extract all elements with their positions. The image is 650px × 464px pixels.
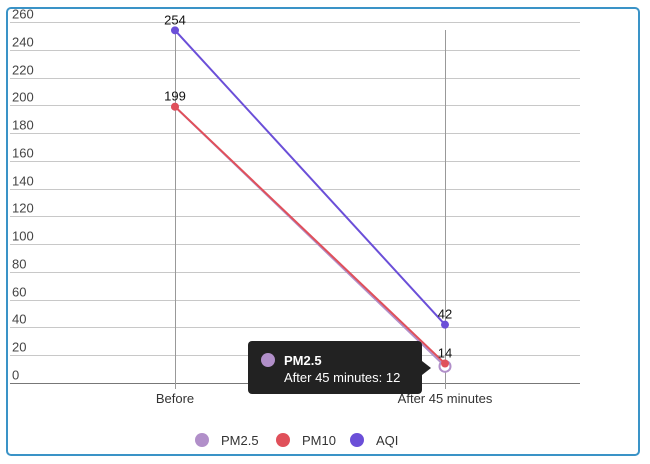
x-tick-label: After 45 minutes <box>398 391 493 406</box>
y-tick-label: 200 <box>12 90 34 105</box>
y-tick-label: 260 <box>12 7 34 22</box>
y-tick-label: 240 <box>12 35 34 50</box>
data-label: 14 <box>438 346 452 361</box>
gridlines <box>10 22 580 389</box>
y-tick-label: 160 <box>12 146 34 161</box>
data-point-aqi[interactable] <box>441 320 449 329</box>
series-line-aqi <box>174 29 446 326</box>
tooltip-text: After 45 minutes: 12 <box>284 370 400 385</box>
legend-swatch <box>195 433 209 447</box>
tooltip-box <box>248 341 422 394</box>
data-point-aqi[interactable] <box>171 26 179 35</box>
y-tick-label: 20 <box>12 340 26 355</box>
x-tick-label: Before <box>156 391 194 406</box>
legend-label: AQI <box>376 433 398 448</box>
y-tick-label: 40 <box>12 312 26 327</box>
tooltip-swatch <box>261 353 275 367</box>
legend-swatch <box>350 433 364 447</box>
y-tick-label: 80 <box>12 257 26 272</box>
legend-label: PM10 <box>302 433 336 448</box>
tooltip-title: PM2.5 <box>284 353 322 368</box>
y-tick-label: 120 <box>12 201 34 216</box>
legend-item-aqi[interactable]: AQI <box>350 433 398 448</box>
data-point-pm10[interactable] <box>171 102 179 111</box>
y-tick-label: 0 <box>12 368 19 383</box>
data-point-pm10[interactable] <box>441 359 449 368</box>
data-label: 254 <box>164 12 186 27</box>
legend-swatch <box>276 433 290 447</box>
series-line-pm10 <box>174 105 446 365</box>
y-tick-label: 100 <box>12 229 34 244</box>
tooltip: PM2.5 After 45 minutes: 12 <box>248 341 431 394</box>
legend-item-pm2-5[interactable]: PM2.5 <box>195 433 259 448</box>
data-label: 199 <box>164 89 186 104</box>
legend: PM2.5 PM10 AQI <box>195 433 398 448</box>
y-tick-label: 220 <box>12 63 34 78</box>
y-tick-label: 60 <box>12 285 26 300</box>
y-tick-label: 180 <box>12 118 34 133</box>
y-tick-label: 140 <box>12 174 34 189</box>
legend-label: PM2.5 <box>221 433 259 448</box>
tooltip-arrow <box>422 361 431 375</box>
data-label: 42 <box>438 307 452 322</box>
legend-item-pm10[interactable]: PM10 <box>276 433 336 448</box>
